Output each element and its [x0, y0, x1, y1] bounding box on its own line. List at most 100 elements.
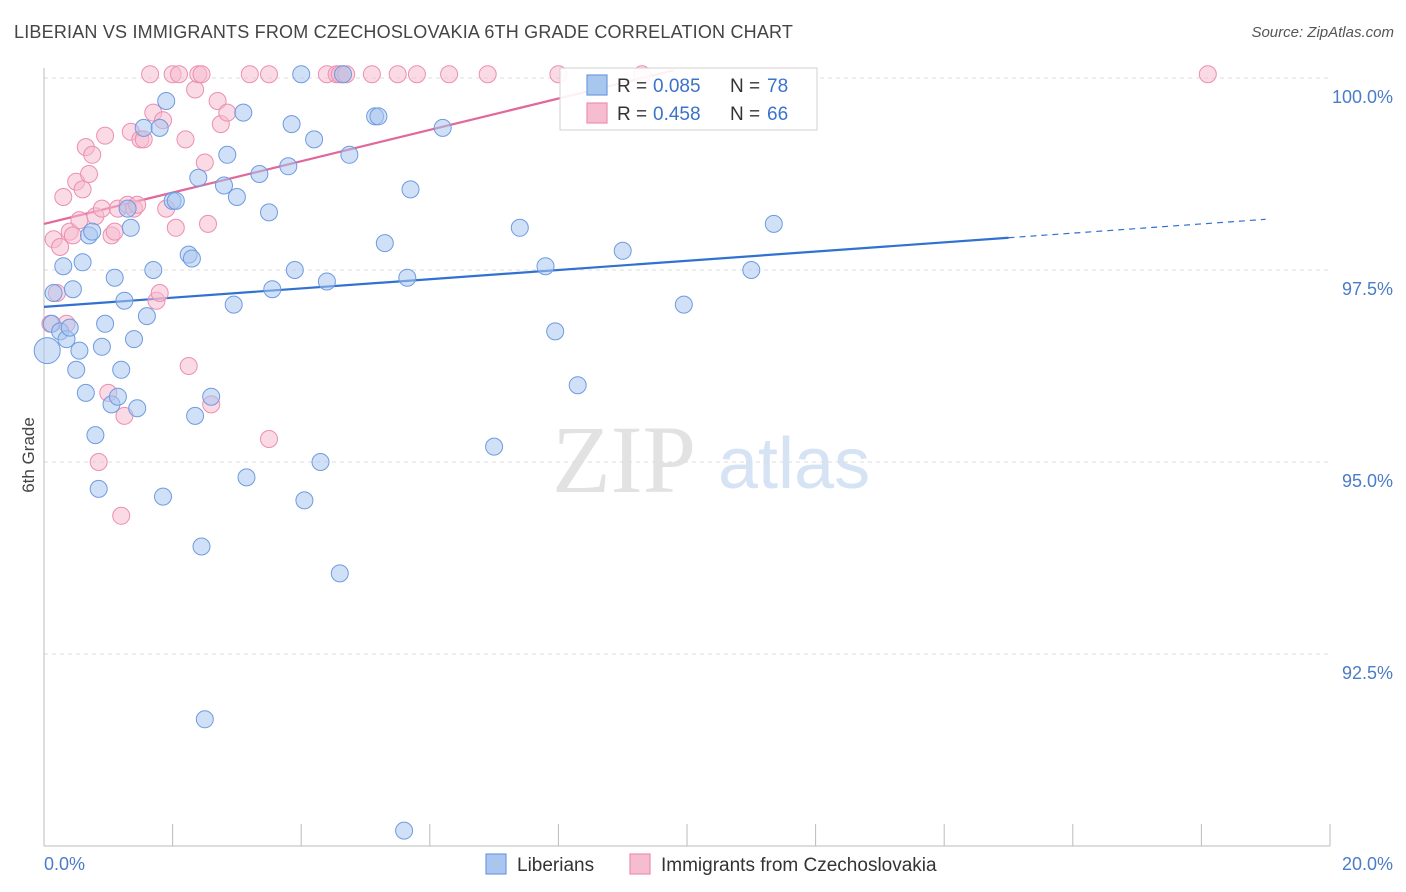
czechoslovakia-point-50: [240, 65, 259, 84]
liberians-points: [33, 65, 783, 840]
czechoslovakia-point-12: [80, 165, 98, 183]
liberian-point-72: [546, 322, 565, 341]
czechoslovakia-point-37: [166, 218, 185, 237]
liberian-point-27: [134, 118, 153, 137]
liberian-point-26: [128, 399, 147, 418]
stats-legend: R = 0.085 N = 78 R = 0.458 N = 66: [559, 67, 818, 131]
liberian-point-24: [121, 218, 140, 237]
series-legend: Liberians Immigrants from Czechoslovakia: [485, 853, 937, 876]
czechoslovakia-point-43: [192, 65, 211, 84]
axes: [43, 68, 1331, 847]
x-tick-label-min: 0.0%: [44, 854, 85, 874]
series-legend-swatch-czechoslovakia: [629, 853, 651, 875]
liberians-trendline-extension: [1008, 218, 1266, 239]
liberian-point-71: [536, 257, 555, 276]
series-legend-label-czechoslovakia: Immigrants from Czechoslovakia: [661, 855, 937, 876]
y-tick-label-2: 97.5%: [1342, 279, 1393, 299]
liberian-point-21: [112, 360, 131, 379]
liberian-point-23: [118, 199, 137, 218]
czechoslovakia-point-62: [478, 65, 497, 84]
czechoslovakia-point-60: [407, 65, 426, 84]
chart-title: LIBERIAN VS IMMIGRANTS FROM CZECHOSLOVAK…: [14, 22, 794, 42]
liberian-point-56: [305, 130, 324, 149]
gridlines: [44, 77, 1330, 655]
liberian-point-73: [568, 376, 587, 395]
series-legend-swatch-liberians: [485, 853, 507, 875]
y-tick-label-3: 100.0%: [1332, 87, 1393, 107]
stats-legend-n-label-1: N =: [730, 76, 760, 97]
liberian-point-74: [613, 241, 632, 260]
liberian-point-65: [395, 821, 414, 840]
liberian-point-20: [108, 387, 127, 406]
czechoslovakia-point-30: [141, 65, 160, 84]
chart-source: Source: ZipAtlas.com: [1251, 24, 1394, 41]
liberian-point-16: [92, 337, 111, 356]
liberian-point-4: [54, 257, 73, 276]
liberian-point-59: [330, 564, 349, 583]
liberian-point-50: [263, 280, 282, 299]
liberian-point-39: [192, 537, 211, 556]
liberian-point-68: [433, 118, 452, 137]
stats-legend-r-value-2: 0.458: [653, 104, 701, 125]
liberian-point-15: [89, 479, 108, 498]
liberian-point-43: [218, 145, 237, 164]
liberian-point-17: [96, 314, 115, 333]
x-tick-labels: 0.0% 20.0%: [44, 854, 1393, 874]
liberian-point-49: [260, 203, 278, 222]
stats-legend-swatch-czechoslovakia: [586, 102, 608, 124]
czechoslovakia-point-13: [83, 145, 102, 164]
stats-legend-swatch-liberians: [586, 74, 608, 96]
liberian-point-22: [115, 291, 134, 310]
czechoslovakia-point-39: [176, 130, 195, 149]
liberian-point-61: [340, 145, 359, 164]
stats-legend-r-label-2: R =: [617, 104, 647, 125]
liberian-point-10: [73, 253, 92, 272]
czechoslovakia-point-47: [208, 92, 227, 110]
czechoslovakia-point-61: [440, 65, 459, 84]
liberian-point-45: [227, 188, 246, 206]
stats-legend-r-label-1: R =: [617, 76, 647, 97]
liberian-point-31: [154, 487, 172, 506]
x-tick-label-max: 20.0%: [1342, 854, 1393, 874]
liberian-point-8: [67, 360, 86, 379]
czechoslovakia-point-65: [1198, 65, 1217, 84]
liberian-point-42: [215, 176, 233, 195]
czechoslovakia-point-3: [51, 238, 70, 256]
liberian-point-63: [369, 107, 388, 126]
liberian-point-55: [295, 491, 314, 510]
liberian-point-9: [70, 341, 89, 360]
liberian-point-44: [224, 295, 243, 314]
liberian-point-64: [375, 234, 394, 253]
liberian-point-47: [237, 468, 256, 487]
czechoslovakia-point-17: [96, 126, 115, 145]
y-axis-title: 6th Grade: [19, 417, 38, 493]
liberian-point-14: [86, 426, 105, 445]
liberian-point-29: [144, 261, 163, 279]
watermark-atlas: atlas: [718, 424, 870, 504]
stats-legend-n-value-1: 78: [767, 76, 788, 97]
watermark-zip: ZIP: [552, 406, 696, 513]
liberian-point-67: [401, 180, 420, 199]
liberian-point-11: [76, 383, 95, 402]
liberian-point-41: [202, 387, 221, 406]
liberian-point-13: [83, 222, 102, 241]
czechoslovakia-point-7: [63, 226, 82, 245]
liberian-point-36: [182, 249, 201, 268]
czechoslovakia-point-52: [260, 430, 278, 448]
czechoslovakia-point-58: [362, 65, 381, 84]
liberian-point-34: [166, 191, 185, 210]
czechoslovakia-point-49: [218, 103, 237, 122]
liberian-point-70: [510, 218, 529, 237]
liberian-point-60: [334, 65, 352, 84]
y-tick-labels: 92.5% 95.0% 97.5% 100.0%: [1332, 87, 1393, 683]
series-legend-label-liberians: Liberians: [517, 855, 594, 876]
liberian-point-28: [137, 307, 156, 326]
liberian-point-51: [279, 157, 298, 176]
czechoslovakia-point-10: [73, 180, 92, 199]
czechoslovakia-point-45: [199, 214, 217, 233]
liberians-trendline: [43, 236, 1009, 308]
liberian-point-7: [63, 280, 82, 299]
liberian-point-48: [250, 165, 269, 183]
data-points: [33, 65, 1217, 840]
